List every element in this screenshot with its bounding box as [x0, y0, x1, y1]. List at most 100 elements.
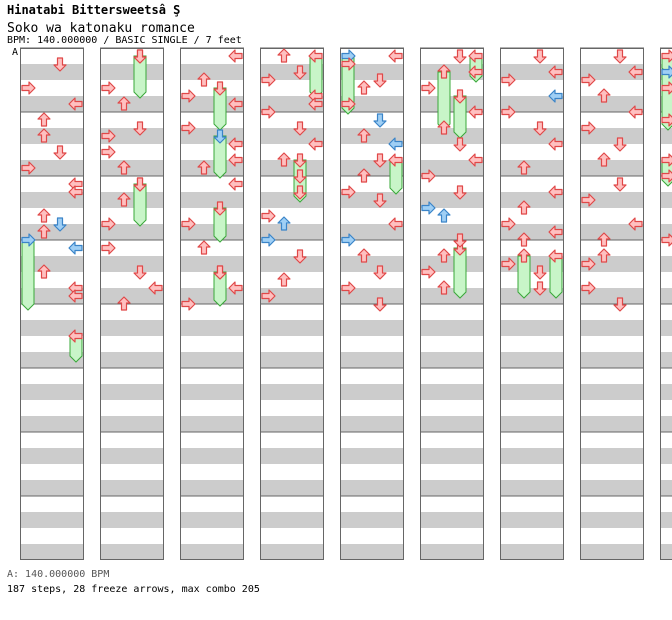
beat-stripe	[20, 96, 84, 112]
beat-stripe	[500, 352, 564, 368]
step-arrow	[341, 57, 356, 71]
chart-column-border	[100, 48, 164, 560]
beat-stripe	[420, 512, 484, 528]
step-arrow	[613, 137, 627, 152]
step-arrow	[37, 264, 51, 279]
beat-stripe	[420, 128, 484, 144]
step-arrow	[197, 72, 211, 87]
step-arrow	[373, 265, 387, 280]
beat-stripe	[260, 448, 324, 464]
step-arrow	[68, 97, 83, 111]
beat-stripe	[500, 64, 564, 80]
beat-stripe	[180, 384, 244, 400]
chart-column-border	[340, 48, 404, 560]
step-arrow	[228, 137, 243, 151]
step-arrow	[261, 73, 276, 87]
beat-stripe	[580, 544, 644, 560]
step-arrow	[548, 137, 563, 151]
step-arrow	[261, 289, 276, 303]
freeze-arrow	[517, 255, 531, 299]
freeze-arrow	[213, 87, 227, 131]
freeze-head-arrow	[453, 89, 467, 104]
step-arrow	[548, 225, 563, 239]
beat-stripe	[500, 544, 564, 560]
step-arrow	[533, 49, 547, 64]
beat-stripe	[260, 480, 324, 496]
beat-stripe	[420, 320, 484, 336]
beat-stripe	[180, 224, 244, 240]
step-arrow	[373, 153, 387, 168]
beat-stripe	[100, 288, 164, 304]
beat-stripe	[340, 352, 404, 368]
beat-stripe	[580, 64, 644, 80]
chart-column-border	[660, 48, 672, 560]
step-arrow	[501, 73, 516, 87]
song-title: Hinatabi Bittersweetsâ Ş	[7, 3, 181, 17]
step-arrow	[133, 49, 147, 64]
step-arrow	[548, 89, 563, 103]
beat-stripe	[500, 160, 564, 176]
beat-stripe	[500, 256, 564, 272]
beat-stripe	[20, 384, 84, 400]
beat-stripe	[340, 384, 404, 400]
step-arrow	[468, 153, 483, 167]
beat-stripe	[580, 96, 644, 112]
freeze-head-arrow	[388, 153, 403, 167]
beat-stripe	[340, 544, 404, 560]
step-arrow	[277, 48, 291, 63]
beat-stripe	[20, 192, 84, 208]
step-arrow	[308, 137, 323, 151]
beat-stripe	[100, 352, 164, 368]
step-arrow	[53, 217, 67, 232]
beat-stripe	[20, 128, 84, 144]
beat-stripe	[420, 192, 484, 208]
beat-stripe	[340, 416, 404, 432]
step-arrow	[101, 129, 116, 143]
step-arrow	[228, 281, 243, 295]
step-arrow	[181, 121, 196, 135]
beat-stripe	[420, 352, 484, 368]
beat-stripe	[340, 480, 404, 496]
step-arrow	[581, 193, 596, 207]
beat-stripe	[660, 256, 672, 272]
step-arrow	[181, 89, 196, 103]
bpm-legend: A: 140.000000 BPM	[7, 569, 110, 580]
step-arrow	[293, 65, 307, 80]
beat-stripe	[500, 224, 564, 240]
beat-stripe	[580, 416, 644, 432]
step-arrow	[68, 241, 83, 255]
step-arrow	[421, 81, 436, 95]
step-arrow	[628, 105, 643, 119]
step-arrow	[468, 65, 483, 79]
step-arrow	[628, 65, 643, 79]
beat-stripe	[500, 448, 564, 464]
beat-stripe	[340, 256, 404, 272]
beat-stripe	[100, 448, 164, 464]
beat-stripe	[100, 512, 164, 528]
chart-column-border	[500, 48, 564, 560]
beat-stripe	[180, 448, 244, 464]
chart-column-border	[180, 48, 244, 560]
beat-stripe	[660, 544, 672, 560]
beat-stripe	[420, 544, 484, 560]
beat-stripe	[260, 128, 324, 144]
beat-stripe	[420, 416, 484, 432]
chart-column-border	[20, 48, 84, 560]
step-arrow	[373, 297, 387, 312]
freeze-head-arrow	[548, 249, 563, 263]
beat-stripe	[580, 480, 644, 496]
freeze-arrow	[549, 255, 563, 299]
step-arrow	[261, 233, 276, 247]
step-arrow	[37, 112, 51, 127]
step-arrow	[437, 208, 451, 223]
beat-stripe	[20, 512, 84, 528]
beat-stripe	[180, 96, 244, 112]
freeze-head-arrow	[21, 233, 36, 247]
step-arrow	[501, 105, 516, 119]
beat-stripe	[660, 192, 672, 208]
step-arrow	[357, 168, 371, 183]
beat-stripe	[660, 128, 672, 144]
step-arrow	[101, 217, 116, 231]
step-arrow	[357, 248, 371, 263]
step-arrow	[437, 280, 451, 295]
